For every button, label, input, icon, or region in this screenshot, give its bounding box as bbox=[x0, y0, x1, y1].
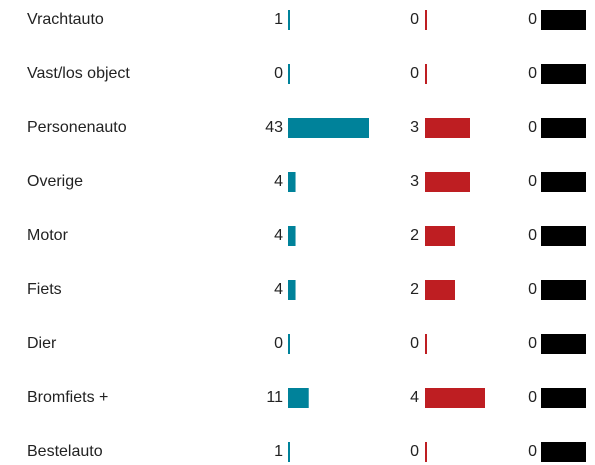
bar bbox=[541, 442, 586, 462]
value-label: 0 bbox=[528, 11, 537, 28]
bar bbox=[288, 10, 290, 30]
bar bbox=[541, 388, 586, 408]
value-label: 0 bbox=[528, 119, 537, 136]
value-label: 0 bbox=[410, 335, 419, 352]
row-label: Motor bbox=[27, 227, 69, 244]
value-label: 0 bbox=[528, 65, 537, 82]
bar bbox=[425, 10, 427, 30]
value-label: 2 bbox=[410, 227, 419, 244]
row-label: Bestelauto bbox=[27, 443, 103, 460]
value-label: 1 bbox=[274, 443, 283, 460]
value-label: 4 bbox=[274, 173, 283, 190]
row-label: Overige bbox=[27, 173, 83, 190]
bar bbox=[541, 172, 586, 192]
bar bbox=[288, 226, 296, 246]
value-label: 4 bbox=[410, 389, 419, 406]
value-label: 43 bbox=[265, 119, 283, 136]
bar bbox=[288, 388, 309, 408]
bar bbox=[425, 172, 470, 192]
value-label: 0 bbox=[528, 443, 537, 460]
value-label: 0 bbox=[528, 281, 537, 298]
bar bbox=[425, 388, 485, 408]
value-label: 4 bbox=[274, 281, 283, 298]
bar bbox=[541, 118, 586, 138]
value-label: 0 bbox=[528, 335, 537, 352]
bar bbox=[288, 280, 296, 300]
bar bbox=[288, 118, 369, 138]
bar bbox=[541, 10, 586, 30]
value-label: 0 bbox=[410, 443, 419, 460]
value-label: 0 bbox=[528, 173, 537, 190]
row-label: Dier bbox=[27, 335, 57, 352]
bar bbox=[425, 118, 470, 138]
row-label: Fiets bbox=[27, 281, 62, 298]
value-label: 1 bbox=[274, 11, 283, 28]
value-label: 0 bbox=[410, 11, 419, 28]
value-label: 4 bbox=[274, 227, 283, 244]
value-label: 0 bbox=[274, 65, 283, 82]
bar bbox=[288, 442, 290, 462]
value-label: 0 bbox=[274, 335, 283, 352]
value-label: 0 bbox=[528, 227, 537, 244]
value-label: 3 bbox=[410, 173, 419, 190]
value-label: 0 bbox=[528, 389, 537, 406]
bar bbox=[288, 334, 290, 354]
value-label: 0 bbox=[410, 65, 419, 82]
bar bbox=[288, 64, 290, 84]
bar bbox=[425, 442, 427, 462]
bar bbox=[288, 172, 296, 192]
bar bbox=[541, 280, 586, 300]
row-label: Vast/los object bbox=[27, 65, 130, 82]
bar bbox=[425, 334, 427, 354]
value-label: 11 bbox=[266, 389, 283, 406]
bar bbox=[541, 226, 586, 246]
row-label: Vrachtauto bbox=[27, 11, 104, 28]
bar bbox=[425, 64, 427, 84]
bar bbox=[425, 226, 455, 246]
bar bbox=[541, 64, 586, 84]
row-label: Bromfiets + bbox=[27, 389, 108, 406]
bar bbox=[425, 280, 455, 300]
bar bbox=[541, 334, 586, 354]
value-label: 2 bbox=[410, 281, 419, 298]
value-label: 3 bbox=[410, 119, 419, 136]
row-label: Personenauto bbox=[27, 119, 127, 136]
